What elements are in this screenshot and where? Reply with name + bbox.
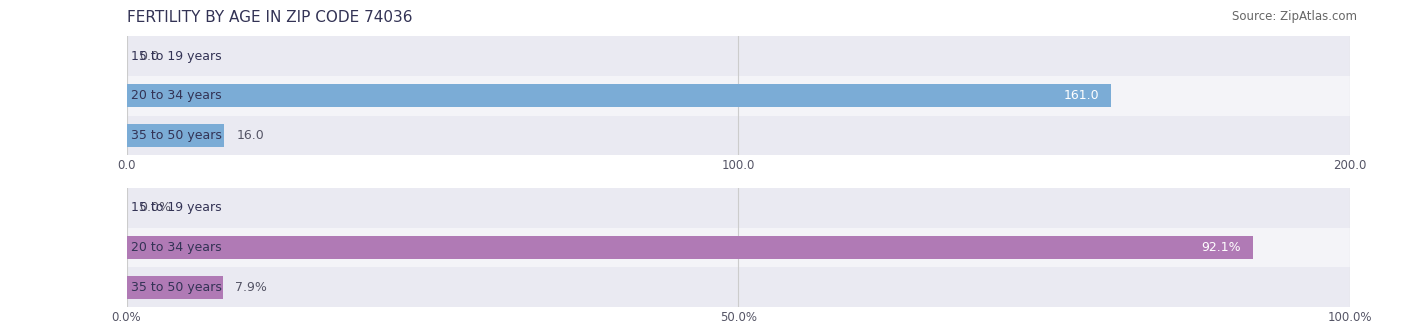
Text: FERTILITY BY AGE IN ZIP CODE 74036: FERTILITY BY AGE IN ZIP CODE 74036 (127, 10, 412, 25)
Bar (127, 115, 1350, 155)
Bar (127, 188, 1350, 228)
Text: Source: ZipAtlas.com: Source: ZipAtlas.com (1232, 10, 1357, 23)
Bar (127, 84, 1111, 107)
Text: 7.9%: 7.9% (235, 280, 267, 294)
Text: 20 to 34 years: 20 to 34 years (131, 89, 222, 102)
Bar (127, 236, 1253, 259)
Text: 16.0: 16.0 (236, 129, 264, 142)
Text: 0.0: 0.0 (139, 50, 159, 63)
Text: 15 to 19 years: 15 to 19 years (131, 50, 222, 63)
Text: 35 to 50 years: 35 to 50 years (131, 129, 222, 142)
Text: 15 to 19 years: 15 to 19 years (131, 201, 222, 214)
Bar (127, 267, 1350, 307)
Text: 161.0: 161.0 (1063, 89, 1099, 102)
Bar (127, 228, 1350, 267)
Bar (127, 124, 225, 147)
Bar (127, 276, 224, 299)
Text: 0.0%: 0.0% (139, 201, 170, 214)
Text: 92.1%: 92.1% (1201, 241, 1241, 254)
Text: 20 to 34 years: 20 to 34 years (131, 241, 222, 254)
Bar (127, 76, 1350, 116)
Text: 35 to 50 years: 35 to 50 years (131, 280, 222, 294)
Bar (127, 36, 1350, 76)
